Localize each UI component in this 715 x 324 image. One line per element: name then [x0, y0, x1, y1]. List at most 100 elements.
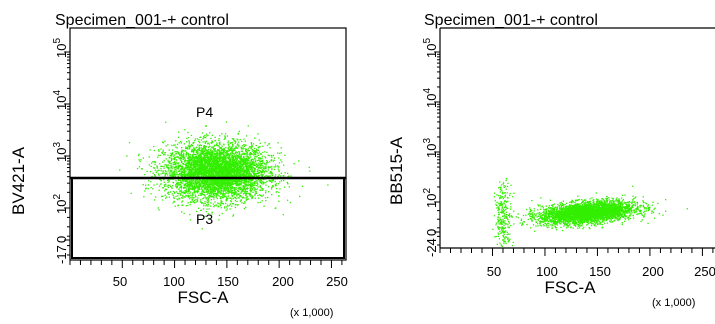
event-dot [238, 197, 240, 199]
event-dot [220, 178, 222, 180]
event-dot [199, 188, 201, 191]
event-dot [273, 168, 276, 171]
event-dot [256, 181, 258, 183]
event-dot [166, 174, 169, 176]
event-dot [224, 167, 226, 170]
event-dot [257, 194, 259, 197]
event-dot [204, 174, 206, 177]
event-dot [185, 150, 187, 152]
event-dot [178, 158, 180, 160]
event-dot [252, 183, 254, 185]
event-dot [207, 168, 209, 171]
event-dot [192, 164, 195, 166]
event-dot [180, 173, 182, 175]
event-dot [236, 169, 238, 171]
event-dot [191, 188, 193, 191]
event-dot [173, 163, 175, 165]
event-dot [267, 196, 269, 199]
event-dot [190, 134, 193, 137]
event-dot [211, 166, 213, 168]
event-dot [126, 155, 128, 157]
event-dot [185, 146, 187, 148]
event-dot [281, 161, 283, 163]
event-dot [224, 179, 227, 181]
event-dot [262, 194, 264, 196]
event-dot [153, 145, 155, 148]
event-dot [213, 192, 215, 194]
event-dot [206, 143, 209, 145]
event-dot [153, 161, 155, 163]
event-dot [170, 152, 172, 155]
event-dot [215, 173, 217, 175]
event-dot [236, 165, 239, 167]
event-dot [245, 173, 248, 175]
event-dot [193, 173, 195, 175]
event-dot [222, 149, 224, 151]
event-dot [204, 187, 206, 189]
event-dot [196, 178, 199, 181]
event-dot [220, 165, 222, 167]
event-dot [243, 161, 246, 163]
event-dot [265, 165, 267, 167]
event-dot [218, 184, 220, 186]
event-dot [198, 163, 200, 166]
event-dot [259, 167, 261, 169]
event-dot [187, 158, 190, 160]
event-dot [243, 189, 245, 191]
event-dot [235, 146, 237, 149]
event-dot [267, 169, 269, 171]
event-dot [180, 155, 182, 157]
event-dot [181, 191, 183, 194]
event-dot [164, 164, 166, 166]
event-dot [179, 179, 182, 181]
event-dot [208, 165, 210, 167]
event-dot [271, 181, 273, 184]
event-dot [227, 150, 229, 152]
event-dot [263, 170, 265, 173]
event-dot [218, 190, 220, 192]
event-dot [162, 149, 164, 151]
event-dot [179, 165, 181, 168]
event-dot [202, 197, 205, 199]
event-dot [191, 157, 193, 159]
event-dot [195, 174, 197, 176]
event-dot [232, 203, 235, 205]
event-dot [231, 141, 233, 144]
event-dot [149, 149, 151, 151]
event-dot [243, 160, 245, 162]
event-dot [202, 157, 204, 159]
event-dot [241, 190, 243, 193]
event-dot [219, 150, 221, 152]
event-dot [138, 166, 141, 168]
event-dot [207, 218, 209, 220]
event-dot [253, 181, 256, 183]
event-dot [200, 151, 203, 153]
event-dot [263, 166, 265, 168]
event-dot [249, 192, 251, 195]
event-dot [211, 181, 213, 183]
event-dot [268, 143, 270, 145]
event-dot [188, 157, 190, 159]
event-dot [173, 161, 175, 164]
event-dot [233, 191, 235, 194]
event-dot [308, 166, 310, 169]
event-dot [162, 161, 164, 163]
event-dot [247, 196, 249, 198]
event-dot [239, 173, 241, 175]
event-dot [207, 174, 209, 177]
event-dot [223, 175, 225, 178]
event-dot [189, 183, 192, 185]
event-dot [183, 173, 185, 175]
event-dot [197, 180, 199, 182]
event-dot [204, 158, 207, 160]
event-dot [224, 165, 226, 168]
event-dot [200, 161, 202, 163]
event-dot [230, 173, 232, 175]
event-dot [192, 151, 194, 153]
event-dot [203, 145, 206, 147]
event-dot [237, 193, 239, 196]
event-dot [167, 192, 169, 194]
event-dot [242, 152, 244, 154]
event-dot [208, 162, 210, 164]
event-dot [227, 185, 229, 187]
